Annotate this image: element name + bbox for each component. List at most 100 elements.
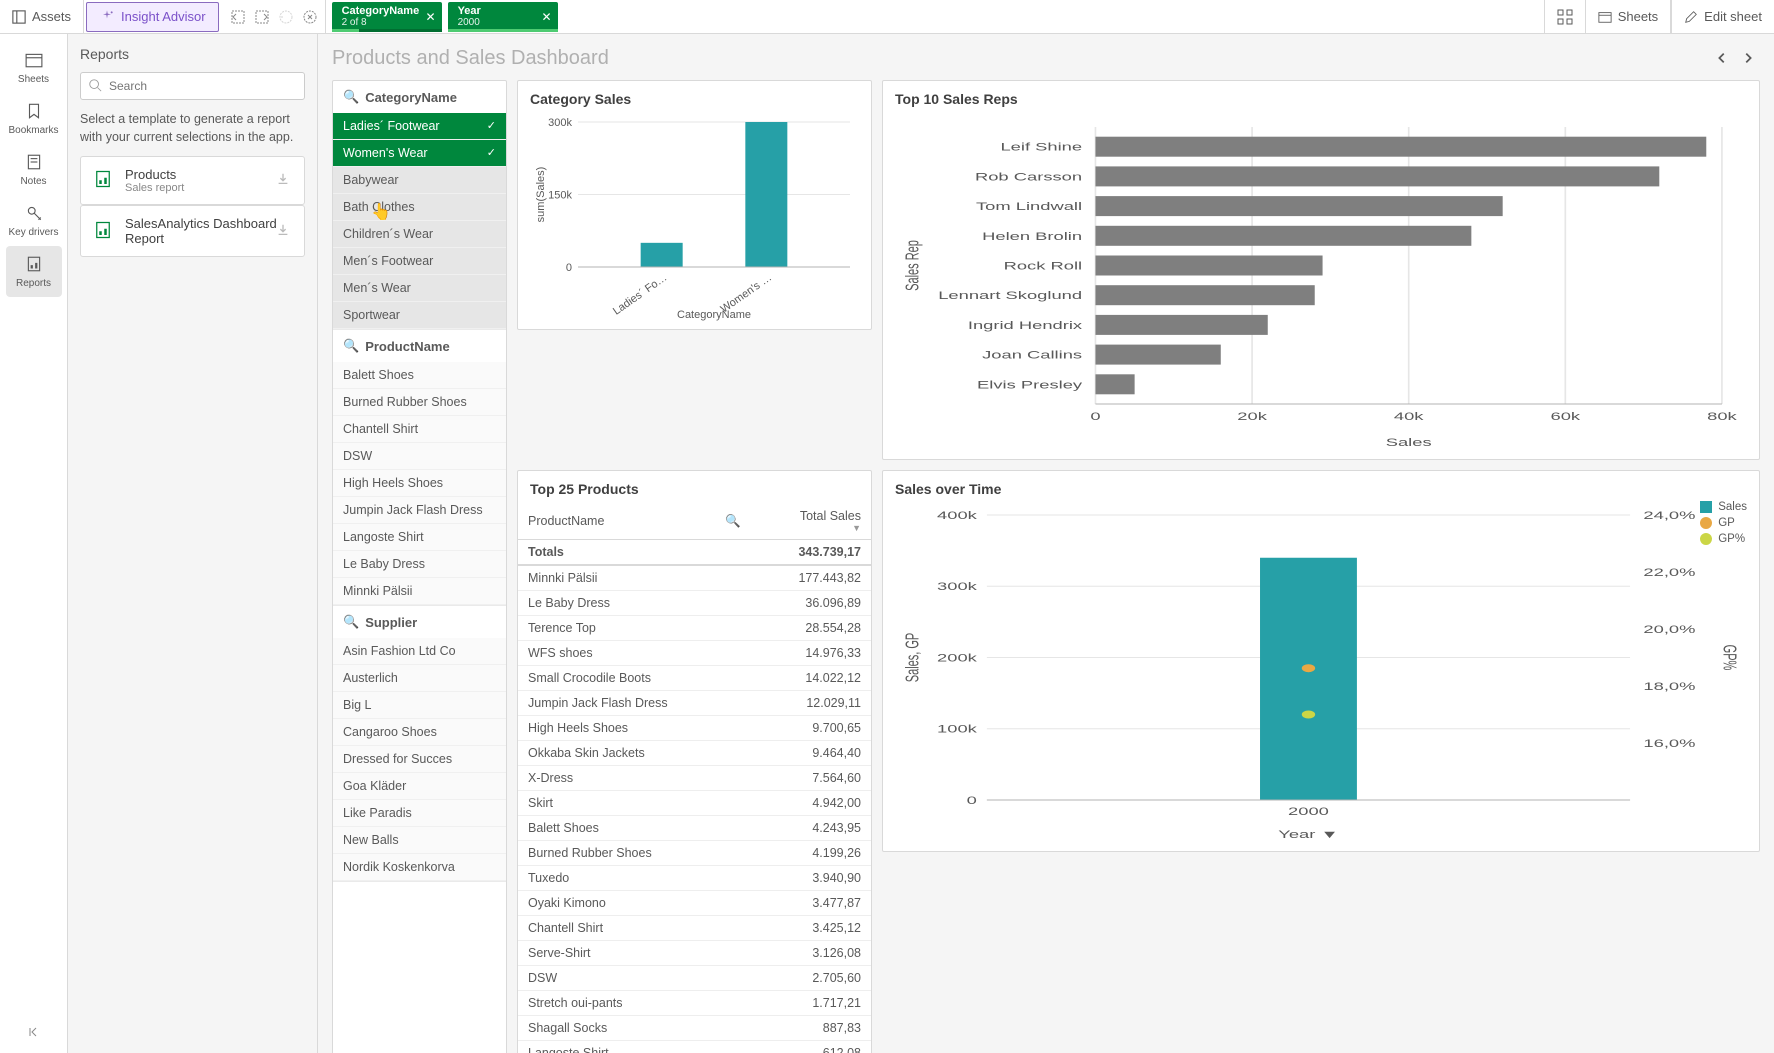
assets-button[interactable]: Assets [0,0,84,33]
rail-keydrivers[interactable]: Key drivers [6,195,62,246]
table-row[interactable]: Terence Top28.554,28 [518,616,871,641]
rail-notes[interactable]: Notes [6,144,62,195]
selection-chip[interactable]: Year2000✕ [448,2,558,32]
filter-item[interactable]: Men´s Wear [333,275,506,302]
clear-all-icon[interactable] [301,8,319,26]
table-row[interactable]: Le Baby Dress36.096,89 [518,591,871,616]
filter-item[interactable]: Dressed for Succes [333,746,506,773]
rail-reports[interactable]: Reports [6,246,62,297]
filter-item[interactable]: Goa Kläder [333,773,506,800]
table-row[interactable]: Balett Shoes4.243,95 [518,816,871,841]
filter-item[interactable]: DSW [333,443,506,470]
svg-text:Helen Brolin: Helen Brolin [982,230,1082,242]
chip-close-icon[interactable]: ✕ [542,10,552,24]
filter-item[interactable]: Big L [333,692,506,719]
filter-item[interactable]: Burned Rubber Shoes [333,389,506,416]
report-icon [93,220,113,243]
filter-item[interactable]: Minnki Pälsii [333,578,506,605]
report-card[interactable]: SalesAnalytics Dashboard Report [80,205,305,257]
svg-text:Ladies´ Fo…: Ladies´ Fo… [611,272,669,318]
clear-back-icon[interactable] [277,8,295,26]
filter-item[interactable]: Like Paradis [333,800,506,827]
filter-item[interactable]: Chantell Shirt [333,416,506,443]
grid-layout-icon[interactable] [1544,0,1585,33]
table-row[interactable]: Skirt4.942,00 [518,791,871,816]
filter-item[interactable]: Asin Fashion Ltd Co [333,638,506,665]
svg-text:60k: 60k [1551,411,1581,423]
reports-search-input[interactable] [80,72,305,100]
filter-item[interactable]: Jumpin Jack Flash Dress [333,497,506,524]
filter-item[interactable]: Babywear [333,167,506,194]
search-icon[interactable]: 🔍 [725,514,741,529]
table-row[interactable]: Minnki Pälsii177.443,82 [518,565,871,591]
filter-item[interactable]: Ladies´ Footwear [333,113,506,140]
category-sales-chart[interactable]: Category Sales 0150k300kLadies´ Fo…Women… [517,80,872,330]
svg-text:24,0%: 24,0% [1643,510,1695,522]
table-row[interactable]: X-Dress7.564,60 [518,766,871,791]
filter-item[interactable]: Bath Clothes [333,194,506,221]
filter-item[interactable]: Women's Wear [333,140,506,167]
filter-item[interactable]: Le Baby Dress [333,551,506,578]
table-row[interactable]: Small Crocodile Boots14.022,12 [518,666,871,691]
prev-sheet-button[interactable] [1710,46,1734,70]
insight-advisor-button[interactable]: Insight Advisor [86,2,219,32]
top-products-table[interactable]: Top 25 Products ProductName🔍 Total Sales… [517,470,872,1053]
report-card[interactable]: ProductsSales report [80,156,305,205]
filter-item[interactable]: Austerlich [333,665,506,692]
filter-product-header[interactable]: 🔍ProductName [333,330,506,362]
table-row[interactable]: Stretch oui-pants1.717,21 [518,991,871,1016]
table-row[interactable]: Serve-Shirt3.126,08 [518,941,871,966]
filter-item[interactable]: Sportwear [333,302,506,329]
filter-item[interactable]: Men´s Footwear [333,248,506,275]
chip-close-icon[interactable]: ✕ [426,10,436,24]
svg-text:18,0%: 18,0% [1643,681,1695,693]
report-icon [24,254,44,274]
report-icon [93,169,113,192]
rail-bookmarks[interactable]: Bookmarks [6,93,62,144]
left-rail: Sheets Bookmarks Notes Key drivers Repor… [0,34,68,1053]
table-row[interactable]: Burned Rubber Shoes4.199,26 [518,841,871,866]
next-sheet-button[interactable] [1736,46,1760,70]
step-back-icon[interactable] [229,8,247,26]
svg-text:Sales Rep: Sales Rep [903,240,924,291]
sales-over-time-chart[interactable]: Sales over Time SalesGPGP% 0100k200k300k… [882,470,1760,852]
filter-item[interactable]: New Balls [333,827,506,854]
table-row[interactable]: DSW2.705,60 [518,966,871,991]
filter-item[interactable]: Cangaroo Shoes [333,719,506,746]
table-row[interactable]: WFS shoes14.976,33 [518,641,871,666]
table-row[interactable]: Shagall Socks887,83 [518,1016,871,1041]
table-row[interactable]: Oyaki Kimono3.477,87 [518,891,871,916]
top-reps-chart[interactable]: Top 10 Sales Reps 020k40k60k80kLeif Shin… [882,80,1760,460]
rail-sheets[interactable]: Sheets [6,42,62,93]
download-icon[interactable] [276,223,290,240]
edit-sheet-label: Edit sheet [1704,9,1762,24]
download-icon[interactable] [276,172,290,189]
step-forward-icon[interactable] [253,8,271,26]
svg-text:CategoryName: CategoryName [677,309,751,321]
selection-chip[interactable]: CategoryName2 of 8✕ [332,2,442,32]
filter-item[interactable]: Children´s Wear [333,221,506,248]
edit-sheet-button[interactable]: Edit sheet [1671,0,1774,33]
svg-text:Lennart Skoglund: Lennart Skoglund [938,290,1082,302]
filter-category-header[interactable]: 🔍CategoryName [333,81,506,113]
sheets-label: Sheets [1618,9,1658,24]
sheets-button[interactable]: Sheets [1585,0,1671,33]
table-row[interactable]: Okkaba Skin Jackets9.464,40 [518,741,871,766]
table-row[interactable]: Langoste Shirt612,08 [518,1041,871,1053]
col-total-sales[interactable]: Total Sales▼ [751,503,871,540]
table-row[interactable]: Chantell Shirt3.425,12 [518,916,871,941]
note-icon [24,152,44,172]
dashboard: Products and Sales Dashboard 🔍CategoryNa… [318,34,1774,1053]
table-row[interactable]: Jumpin Jack Flash Dress12.029,11 [518,691,871,716]
table-row[interactable]: High Heels Shoes9.700,65 [518,716,871,741]
rail-collapse-icon[interactable] [16,1014,52,1053]
table-row[interactable]: Tuxedo3.940,90 [518,866,871,891]
svg-text:Rock Roll: Rock Roll [1004,260,1083,272]
col-product[interactable]: ProductName🔍 [518,503,751,540]
filter-supplier-header[interactable]: 🔍Supplier [333,606,506,638]
svg-text:20k: 20k [1237,411,1267,423]
filter-item[interactable]: Nordik Koskenkorva [333,854,506,881]
filter-item[interactable]: Balett Shoes [333,362,506,389]
filter-item[interactable]: Langoste Shirt [333,524,506,551]
filter-item[interactable]: High Heels Shoes [333,470,506,497]
